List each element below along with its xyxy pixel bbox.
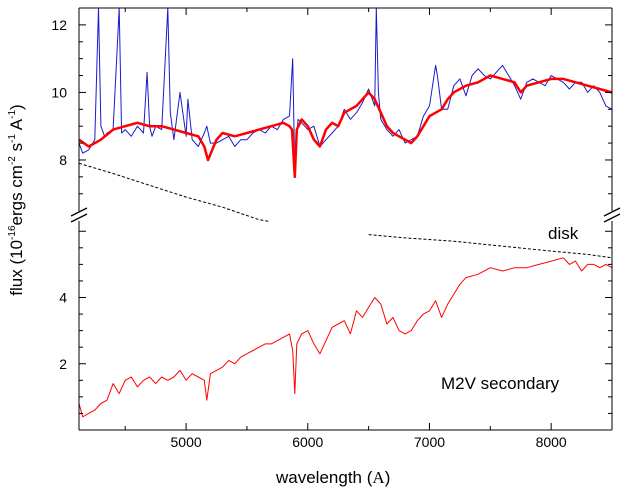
x-tick-label: 8000 [536, 434, 567, 450]
y-tick-label-upper: 8 [59, 152, 67, 168]
axis-break-mark-1-1 [603, 213, 621, 223]
y-tick-label-upper: 12 [51, 17, 67, 33]
x-axis-label-text: wavelength [275, 468, 362, 487]
axis-break-mark-0-0 [70, 207, 88, 217]
x-tick-label: 7000 [414, 434, 445, 450]
annotation-secondary: M2V secondary [441, 374, 560, 393]
y-axis-label: flux (10-16ergs cm-2 s-1 A-1) [7, 104, 26, 295]
series-secondary-line [79, 257, 612, 418]
y-tick-label-lower: 4 [59, 290, 67, 306]
series-observed-line [79, 8, 612, 174]
annotation-disk: disk [548, 224, 579, 243]
series-model-line [79, 74, 612, 179]
series-disk-line-0 [79, 162, 269, 222]
y-tick-label-lower: 2 [59, 356, 67, 372]
y-tick-label-upper: 10 [51, 84, 67, 100]
series-disk-line-1 [368, 234, 612, 259]
x-axis-label: wavelength (A) [275, 468, 390, 487]
x-tick-label: 5000 [171, 434, 202, 450]
x-tick-label: 6000 [292, 434, 323, 450]
x-axis-unit: A [372, 468, 385, 487]
axis-break-mark-1-0 [603, 207, 621, 217]
axis-break-mark-0-1 [70, 213, 88, 223]
